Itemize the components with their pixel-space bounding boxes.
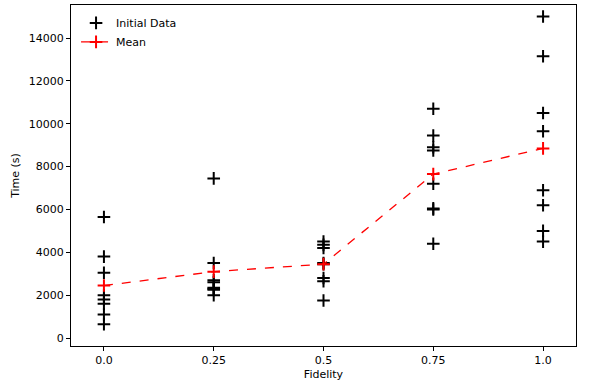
svg-text:0.0: 0.0 [95,354,113,367]
svg-text:Mean: Mean [116,36,146,49]
svg-text:0.5: 0.5 [315,354,333,367]
svg-text:0.25: 0.25 [201,354,226,367]
svg-text:Time (s): Time (s) [9,153,22,199]
svg-text:4000: 4000 [36,246,64,259]
svg-text:0: 0 [57,332,64,345]
svg-text:8000: 8000 [36,160,64,173]
svg-text:6000: 6000 [36,203,64,216]
svg-text:10000: 10000 [29,118,64,131]
svg-text:1.0: 1.0 [534,354,552,367]
svg-text:2000: 2000 [36,289,64,302]
svg-text:Fidelity: Fidelity [304,368,344,381]
svg-text:14000: 14000 [29,32,64,45]
svg-text:0.75: 0.75 [421,354,446,367]
svg-text:12000: 12000 [29,75,64,88]
svg-text:Initial Data: Initial Data [116,17,176,30]
